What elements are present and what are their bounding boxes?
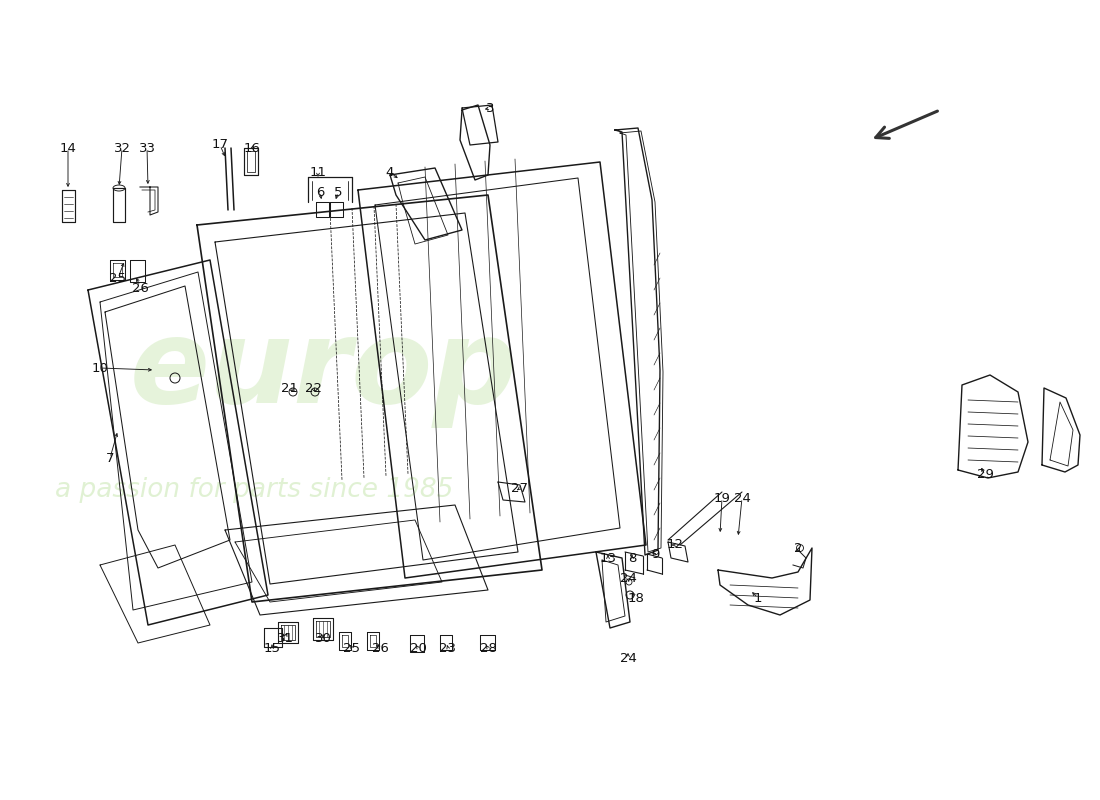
Text: 18: 18 <box>628 591 645 605</box>
Text: 5: 5 <box>333 186 342 198</box>
Text: 14: 14 <box>59 142 76 154</box>
Text: 13: 13 <box>600 551 616 565</box>
Text: 6: 6 <box>316 186 324 198</box>
Text: 1: 1 <box>754 591 762 605</box>
Text: 24: 24 <box>619 571 637 585</box>
Text: 4: 4 <box>386 166 394 178</box>
Text: 8: 8 <box>628 551 636 565</box>
Text: 28: 28 <box>480 642 496 654</box>
Text: 33: 33 <box>139 142 155 154</box>
Text: 30: 30 <box>315 631 331 645</box>
Text: 26: 26 <box>132 282 148 294</box>
Text: 25: 25 <box>343 642 361 654</box>
Text: 21: 21 <box>282 382 298 394</box>
Text: 23: 23 <box>440 642 456 654</box>
Text: 22: 22 <box>305 382 321 394</box>
Text: 27: 27 <box>512 482 528 494</box>
Text: 24: 24 <box>619 651 637 665</box>
Text: 24: 24 <box>734 491 750 505</box>
Text: europ: europ <box>130 313 518 427</box>
Text: 10: 10 <box>91 362 109 374</box>
Text: 17: 17 <box>211 138 229 151</box>
Text: 7: 7 <box>106 451 114 465</box>
Text: 20: 20 <box>409 642 427 654</box>
Text: 3: 3 <box>486 102 494 114</box>
Text: 9: 9 <box>651 549 659 562</box>
Text: 16: 16 <box>243 142 261 154</box>
Text: 25: 25 <box>110 271 126 285</box>
Text: 31: 31 <box>276 631 294 645</box>
Text: 2: 2 <box>794 542 802 554</box>
Text: 19: 19 <box>714 491 730 505</box>
Text: 11: 11 <box>309 166 327 178</box>
Text: 12: 12 <box>667 538 683 551</box>
Text: 15: 15 <box>264 642 280 654</box>
Text: a passion for parts since 1985: a passion for parts since 1985 <box>55 477 453 503</box>
Text: 26: 26 <box>372 642 388 654</box>
Text: 32: 32 <box>113 142 131 154</box>
Text: 29: 29 <box>977 469 993 482</box>
